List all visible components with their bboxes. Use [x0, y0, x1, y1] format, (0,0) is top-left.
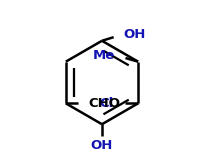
- Text: Cl: Cl: [99, 97, 113, 110]
- Text: OH: OH: [91, 139, 113, 152]
- Text: OH: OH: [123, 28, 146, 41]
- Text: CHO: CHO: [89, 97, 121, 110]
- Text: Me: Me: [93, 49, 115, 62]
